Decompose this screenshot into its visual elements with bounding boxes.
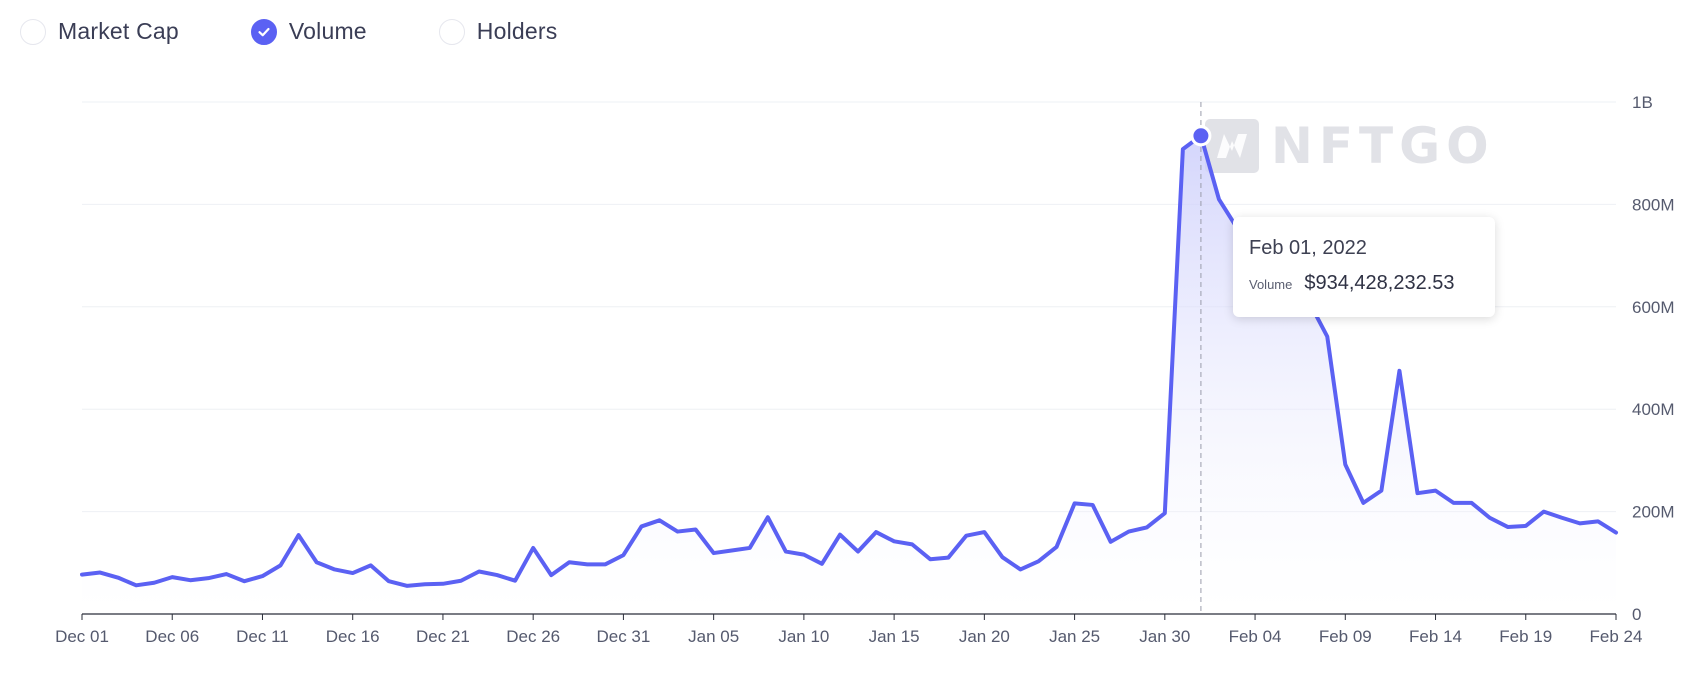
x-tick-label: Feb 04 <box>1229 627 1282 646</box>
x-tick-label: Feb 09 <box>1319 627 1372 646</box>
y-tick-label: 800M <box>1632 195 1675 214</box>
legend-item-volume[interactable]: Volume <box>250 18 367 45</box>
y-axis-ticks: 0 200M 400M 600M 800M 1B <box>1632 93 1675 624</box>
volume-radio-checked[interactable] <box>250 18 277 45</box>
x-tick-label: Dec 31 <box>596 627 650 646</box>
market-cap-radio[interactable] <box>20 18 46 45</box>
checkmark-icon <box>258 27 270 36</box>
watermark-text: NFTGO <box>1271 117 1495 175</box>
tooltip-series-label: Volume <box>1249 277 1293 292</box>
legend-label-volume: Volume <box>288 18 367 44</box>
x-tick-label: Jan 10 <box>778 627 829 646</box>
y-tick-label: 1B <box>1632 93 1653 112</box>
highlight-marker <box>1190 125 1212 147</box>
legend-label-market-cap: Market Cap <box>58 18 179 44</box>
y-tick-label: 200M <box>1632 503 1675 522</box>
legend-item-holders[interactable]: Holders <box>438 18 558 45</box>
x-tick-label: Dec 26 <box>506 627 560 646</box>
x-tick-label: Dec 01 <box>55 627 109 646</box>
holders-radio[interactable] <box>438 18 465 45</box>
tooltip-value: $934,428,232.53 <box>1304 272 1455 294</box>
x-tick-label: Jan 25 <box>1049 627 1100 646</box>
volume-area <box>82 135 1616 615</box>
x-tick-label: Dec 11 <box>236 627 289 646</box>
x-tick-label: Feb 19 <box>1499 627 1552 646</box>
y-tick-label: 400M <box>1632 400 1675 419</box>
x-axis-ticks: Dec 01 Dec 06 Dec 11 Dec 16 Dec 21 Dec 26 Dec … <box>55 614 1642 646</box>
x-tick-label: Dec 21 <box>416 627 470 646</box>
tooltip: Feb 01, 2022 Volume $934,428,232.53 <box>1233 217 1495 317</box>
nftgo-logo-icon <box>1205 119 1259 173</box>
x-tick-label: Feb 24 <box>1590 627 1643 646</box>
x-tick-label: Jan 20 <box>959 627 1010 646</box>
chart-legend: Market Cap Volume Holders <box>20 18 619 45</box>
x-tick-label: Jan 05 <box>688 627 739 646</box>
x-tick-label: Jan 15 <box>869 627 920 646</box>
volume-line <box>80 133 1618 588</box>
tooltip-date: Feb 01, 2022 <box>1249 237 1367 259</box>
x-tick-label: Dec 06 <box>145 627 199 646</box>
y-tick-label: 0 <box>1632 605 1641 624</box>
x-tick-label: Dec 16 <box>326 627 380 646</box>
y-tick-label: 600M <box>1632 298 1675 317</box>
nftgo-watermark: NFTGO <box>1205 117 1495 175</box>
legend-item-market-cap[interactable]: Market Cap <box>20 18 179 45</box>
highlight-point[interactable] <box>1190 125 1212 147</box>
x-tick-label: Feb 14 <box>1409 627 1462 646</box>
x-tick-label: Jan 30 <box>1139 627 1190 646</box>
legend-label-holders: Holders <box>476 18 558 44</box>
